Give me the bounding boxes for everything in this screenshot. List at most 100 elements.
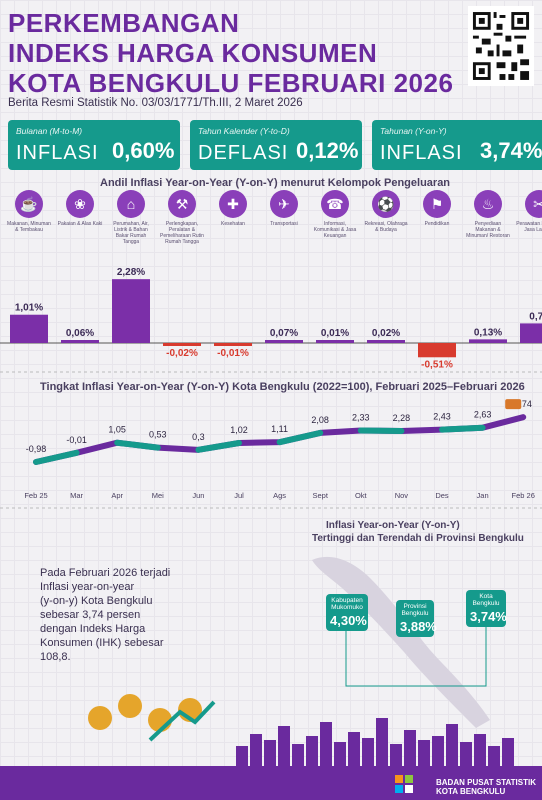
category-0: ☕ Makanan, Minuman & Tembakau <box>6 190 52 233</box>
category-4: ✚ Kesehatan <box>210 190 256 227</box>
card-key: Tahunan (Y-on-Y) <box>380 126 447 136</box>
skyline-building <box>432 736 444 766</box>
category-9: ♨ Penyediaan Makanan & Minuman/ Restoran <box>465 190 511 239</box>
point-value-label: 0,3 <box>192 432 205 442</box>
skyline-building <box>474 734 486 766</box>
page-subtitle: Berita Resmi Statistik No. 03/03/1771/Th… <box>8 97 303 109</box>
category-label: Perawatan Pribadi & Jasa Lainnya <box>516 221 542 233</box>
trend-segment <box>195 440 242 453</box>
bar-9 <box>469 339 507 343</box>
category-6: ☎ Informasi, Komunikasi & Jasa Keuangan <box>312 190 358 239</box>
skyline-building <box>390 744 402 766</box>
card-value: 3,74% <box>480 138 542 163</box>
bar-4 <box>214 343 252 346</box>
skyline-building <box>236 746 248 766</box>
skyline-building <box>446 724 458 766</box>
growth-arrow-icon <box>148 700 216 742</box>
skyline-building <box>376 718 388 766</box>
x-tick-label: Jan <box>477 491 489 500</box>
point-value-label: 0,53 <box>149 430 167 440</box>
category-2: ⌂ Perumahan, Air, Listrik & Bahan Bakar R… <box>108 190 154 245</box>
category-10: ✂ Perawatan Pribadi & Jasa Lainnya <box>516 190 542 233</box>
map-title-a: Inflasi Year-on-Year (Y-on-Y) <box>326 520 460 531</box>
category-label: Pendidikan <box>424 221 450 227</box>
x-tick-label: Sept <box>312 491 328 500</box>
skyline-building <box>502 738 514 766</box>
house-icon: ⌂ <box>117 190 145 218</box>
category-7: ⚽ Rekreasi, Olahraga & Budaya <box>363 190 409 233</box>
x-tick-label: Feb 25 <box>24 491 47 500</box>
point-value-label: -0,01 <box>66 435 87 445</box>
x-tick-label: Jul <box>234 491 244 500</box>
point-value-label: 2,33 <box>352 413 370 423</box>
map-connector <box>345 620 487 687</box>
bar-value-label: 0,01% <box>321 328 349 339</box>
card-key: Bulanan (M-to-M) <box>16 126 83 136</box>
category-label: Perumahan, Air, Listrik & Bahan Bakar Ru… <box>113 221 149 245</box>
category-3: ⚒ Perlengkapan, Peralatan & Pemeliharaan … <box>159 190 205 245</box>
graduation-icon: ⚑ <box>423 190 451 218</box>
x-tick-label: Okt <box>355 491 368 500</box>
point-value-label: 1,11 <box>271 424 288 434</box>
card-monthly-inflation: Bulanan (M-to-M) INFLASI 0,60% <box>8 120 180 170</box>
x-tick-label: Nov <box>395 491 409 500</box>
x-tick-label: Mei <box>152 491 164 500</box>
food-icon: ☕ <box>15 190 43 218</box>
card-label: INFLASI <box>16 142 99 164</box>
card-value: 0,12% <box>296 138 359 163</box>
bar-value-label: 0,70 <box>529 311 542 322</box>
card-label: DEFLASI <box>198 142 289 164</box>
skyline-building <box>264 740 276 766</box>
bar-value-label: 0,06% <box>66 328 94 339</box>
bar-10 <box>520 323 542 343</box>
bar-value-label: 1,01% <box>15 303 43 314</box>
skyline-building <box>460 742 472 766</box>
qr-code-icon[interactable] <box>468 6 534 86</box>
category-8: ⚑ Pendidikan <box>414 190 460 227</box>
category-label: Informasi, Komunikasi & Jasa Keuangan <box>313 221 357 239</box>
category-label: Kesehatan <box>221 221 245 227</box>
category-label: Makanan, Minuman & Tembakau <box>7 221 51 233</box>
category-label: Transportasi <box>270 221 298 227</box>
trend-segment <box>439 424 486 433</box>
x-tick-label: Jun <box>192 491 204 500</box>
x-tick-label: Mar <box>70 491 83 500</box>
coin-icon <box>118 694 142 718</box>
card-label: INFLASI <box>380 142 463 164</box>
category-5: ✈ Transportasi <box>261 190 307 227</box>
skyline-building <box>250 734 262 766</box>
truck-icon <box>505 399 522 410</box>
point-value-label: 2,28 <box>393 413 411 423</box>
category-1: ❀ Pakaian & Alas Kaki <box>57 190 103 227</box>
category-label: Pakaian & Alas Kaki <box>57 221 103 227</box>
health-icon: ✚ <box>219 190 247 218</box>
card-ytd-deflation: Tahun Kalender (Y-to-D) DEFLASI 0,12% <box>190 120 362 170</box>
summary-note: Pada Februari 2026 terjadi Inflasi year-… <box>40 567 171 663</box>
point-value-label: 3,74 <box>514 399 532 409</box>
sumatra-map-shape <box>312 556 490 728</box>
skyline-building <box>404 730 416 766</box>
bar-1 <box>61 340 99 343</box>
trend-segment <box>114 439 161 451</box>
phone-icon: ☎ <box>321 190 349 218</box>
skyline-building <box>418 740 430 766</box>
bar-value-label: -0,01% <box>217 348 249 359</box>
point-value-label: -0,98 <box>26 444 47 454</box>
dress-icon: ❀ <box>66 190 94 218</box>
bar-chart-title: Andil Inflasi Year-on-Year (Y-on-Y) menu… <box>100 177 451 189</box>
skyline-building <box>362 738 374 766</box>
skyline-building <box>348 732 360 766</box>
bar-value-label: 2,28% <box>117 267 145 278</box>
bar-value-label: 0,02% <box>372 328 400 339</box>
badge-kota: Kota Bengkulu 3,74% <box>466 590 507 627</box>
skyline-building <box>278 726 290 766</box>
point-value-label: 1,02 <box>230 425 248 435</box>
skyline-building <box>334 742 346 766</box>
page-title: PERKEMBANGAN INDEKS HARGA KONSUMEN KOTA … <box>8 8 454 98</box>
x-tick-label: Des <box>435 491 449 500</box>
category-label: Perlengkapan, Peralatan & Pemeliharaan R… <box>160 221 204 245</box>
trend-segment <box>276 429 324 446</box>
bar-3 <box>163 343 201 346</box>
x-tick-label: Ags <box>273 491 286 500</box>
footer-org: BADAN PUSAT STATISTIK KOTA BENGKULU <box>436 778 536 796</box>
